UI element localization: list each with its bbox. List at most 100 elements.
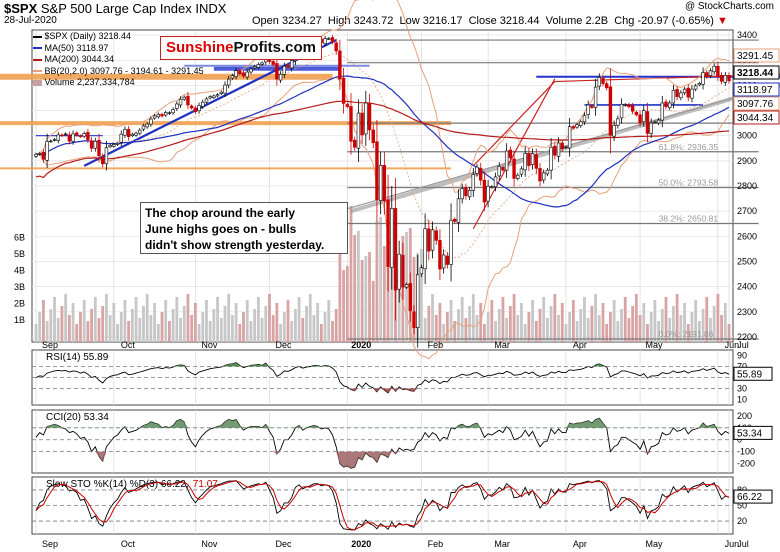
legend-bb: BB(20,2.0) 3097.76 - 3194.61 - 3291.45	[33, 66, 204, 78]
candle-body	[605, 83, 609, 89]
callout-line1: The chop around the early	[145, 206, 296, 220]
volume-bar	[56, 318, 60, 342]
volume-bar	[156, 324, 160, 342]
candle-body	[197, 105, 201, 112]
x-tick-label-bottom: Mar	[494, 539, 510, 549]
volume-bar	[453, 321, 457, 342]
date: 28-Jul-2020	[4, 15, 57, 26]
volume-bar	[579, 309, 583, 342]
candle-body	[438, 240, 442, 270]
candle-body	[542, 172, 546, 181]
volume-bar	[664, 297, 668, 342]
candle-body	[456, 198, 461, 223]
legend-bb-swatch	[33, 70, 42, 73]
volume-bar	[627, 318, 631, 342]
legend-ma50: MA(50) 3118.97	[33, 43, 204, 55]
indicators: RSI(14) 55.89 CCI(20) 53.34 Slow STO %K(14…	[32, 352, 733, 531]
cci-panel-tick-label: 200	[737, 411, 752, 421]
candle-body	[193, 107, 198, 113]
candle-body	[130, 133, 135, 136]
candle-body	[530, 153, 535, 165]
red-trend-line	[472, 81, 556, 167]
volume-bar	[86, 321, 90, 342]
volume-bar	[709, 318, 712, 342]
index-name: S&P 500 Large Cap Index	[40, 1, 192, 16]
candle-body	[679, 92, 683, 98]
volume-bar	[601, 303, 605, 342]
volume-bar	[542, 297, 546, 342]
candle-body	[249, 68, 253, 73]
candle-body	[486, 185, 490, 202]
legend-main: $SPX (Daily) 3218.44	[33, 31, 204, 43]
cci-panel-zone-fill	[36, 418, 729, 428]
price-tick-label: 2500	[737, 256, 757, 266]
candle-body	[330, 37, 335, 43]
candle-body	[108, 144, 112, 148]
volume-bar	[138, 318, 142, 342]
candle-body	[601, 78, 605, 84]
volume-bar	[160, 312, 164, 342]
volume-bar	[331, 321, 334, 342]
x-tick-label-bottom: Oct	[121, 539, 136, 549]
volume-bar	[420, 249, 423, 342]
volume-bar	[245, 300, 249, 342]
volume-bar	[290, 321, 294, 342]
candle-body	[642, 110, 646, 123]
candle-body	[419, 267, 424, 275]
candle-body	[45, 141, 49, 161]
volume-bar	[238, 324, 242, 342]
volume-bar	[205, 300, 208, 342]
candle-body	[623, 104, 627, 106]
candle-body	[171, 109, 175, 114]
down-arrow-icon: ▼	[716, 15, 728, 27]
legend-ma50-swatch	[33, 47, 42, 50]
price-tick-label: 2600	[737, 231, 757, 241]
candle-body	[519, 168, 524, 175]
candle-body	[356, 112, 361, 149]
volume-bar	[412, 257, 416, 342]
volume-bar	[460, 297, 464, 342]
volume-bar	[119, 312, 123, 342]
volume-bar	[93, 297, 97, 342]
volume-bar	[575, 321, 579, 342]
cci-panel-tick-label: -100	[737, 447, 755, 457]
volume-bar	[586, 318, 590, 342]
x-tick-label-bottom: 2020	[351, 539, 371, 549]
volume-bar	[145, 294, 149, 342]
candle-body	[560, 142, 564, 150]
x-tick-label-bottom: Apr	[573, 539, 587, 549]
candle-body	[252, 66, 257, 69]
volume-bar	[305, 306, 308, 342]
volume-bar	[260, 318, 264, 342]
volume-bar	[182, 306, 186, 342]
volume-bar	[105, 294, 108, 342]
candle-body	[649, 122, 653, 134]
candle-body	[286, 64, 290, 68]
candle-body	[52, 139, 57, 141]
volume-bar	[672, 306, 675, 342]
volume-bar	[197, 324, 201, 342]
volume-bar	[234, 303, 238, 342]
bollinger-lower-line	[35, 76, 730, 360]
volume-bar	[623, 297, 627, 342]
candle-body	[71, 133, 75, 142]
candle-body	[338, 50, 342, 80]
legend-bb-label: BB(20,2.0) 3097.76 - 3194.61 - 3291.45	[44, 65, 204, 76]
sto-panel-label: Slow STO %K(14) %D(3) 66.22,	[46, 479, 189, 490]
volume-bar	[327, 300, 331, 342]
candle-body	[653, 121, 657, 124]
price-tick-label: 2800	[737, 181, 757, 191]
volume-bar	[571, 300, 575, 342]
fib-label: 0.0%: 2191.86	[659, 329, 714, 339]
volume-bar	[434, 315, 438, 342]
candle-body	[608, 86, 613, 136]
volume-bar	[594, 294, 597, 342]
volume-bar	[727, 324, 731, 342]
price-tick-label: 2900	[737, 156, 757, 166]
candle-body	[227, 78, 231, 86]
volume-bar	[345, 266, 349, 342]
volume-bar	[701, 309, 705, 342]
price-tag-box	[733, 110, 780, 125]
candle-body	[627, 104, 631, 108]
volume-bar	[153, 303, 156, 342]
